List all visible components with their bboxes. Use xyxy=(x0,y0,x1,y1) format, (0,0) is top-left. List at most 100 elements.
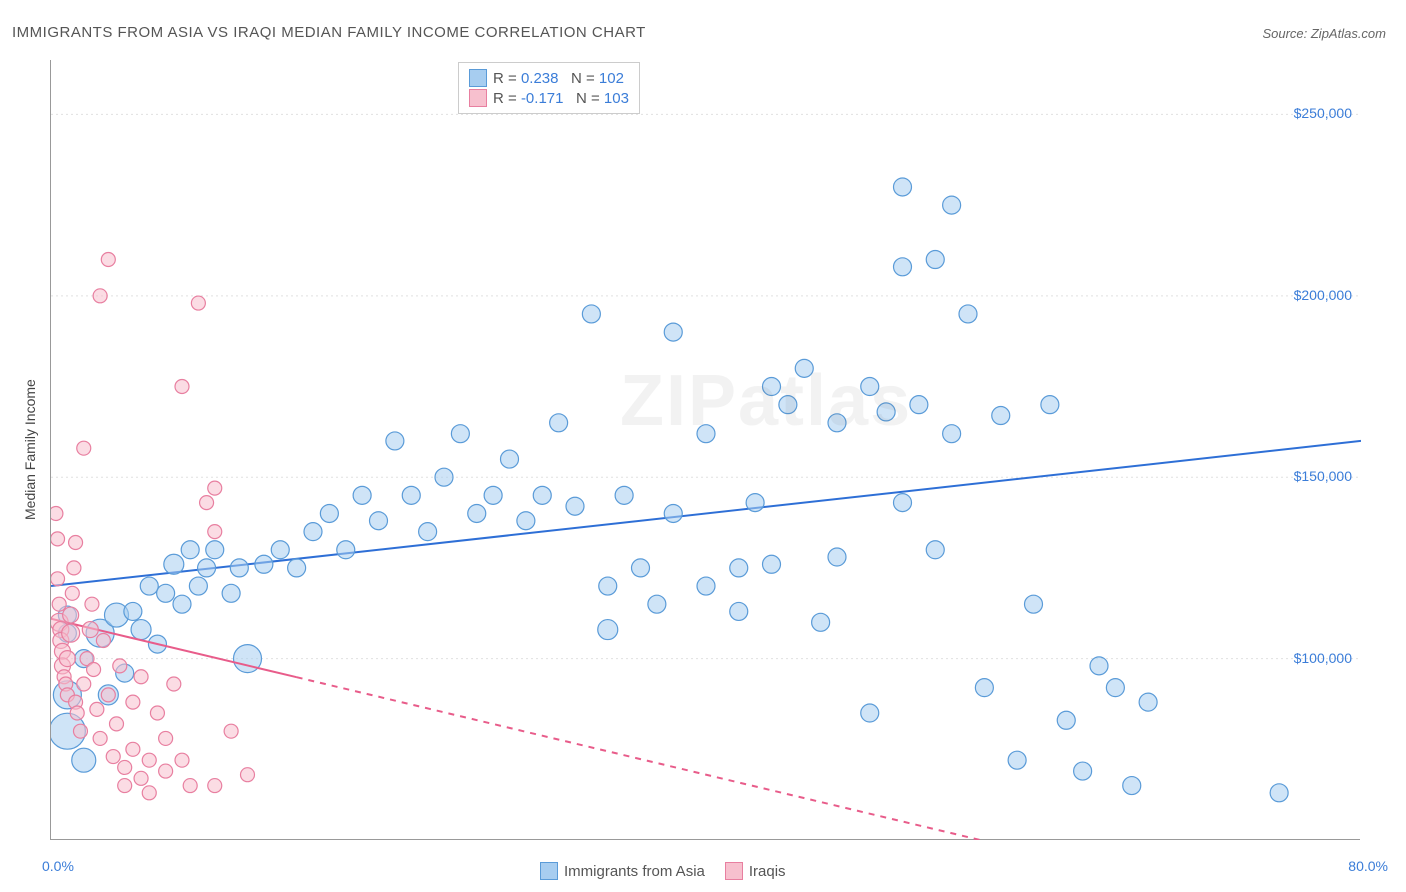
data-point xyxy=(101,253,115,267)
data-point xyxy=(164,554,184,574)
legend-swatch xyxy=(469,69,487,87)
y-tick-label: $150,000 xyxy=(1294,468,1352,484)
data-point xyxy=(224,724,238,738)
data-point xyxy=(959,305,977,323)
legend-text: R = 0.238 N = 102 xyxy=(493,70,624,87)
data-point xyxy=(910,396,928,414)
y-tick-label: $200,000 xyxy=(1294,287,1352,303)
data-point xyxy=(320,504,338,522)
data-point xyxy=(730,602,748,620)
data-point xyxy=(370,512,388,530)
legend-swatch xyxy=(540,862,558,880)
watermark: ZIPatlas xyxy=(620,360,912,442)
data-point xyxy=(142,753,156,767)
data-point xyxy=(484,486,502,504)
data-point xyxy=(746,494,764,512)
data-point xyxy=(598,620,618,640)
data-point xyxy=(241,768,255,782)
plot-area: $100,000$150,000$200,000$250,000 xyxy=(50,60,1360,840)
data-point xyxy=(230,559,248,577)
data-point xyxy=(206,541,224,559)
data-point xyxy=(82,622,98,638)
data-point xyxy=(65,586,79,600)
data-point xyxy=(159,731,173,745)
data-point xyxy=(730,559,748,577)
data-point xyxy=(1139,693,1157,711)
data-point xyxy=(1008,751,1026,769)
data-point xyxy=(118,760,132,774)
data-point xyxy=(566,497,584,515)
data-point xyxy=(175,380,189,394)
data-point xyxy=(96,633,110,647)
data-point xyxy=(181,541,199,559)
data-point xyxy=(468,504,486,522)
data-point xyxy=(208,481,222,495)
data-point xyxy=(1123,777,1141,795)
data-point xyxy=(63,607,79,623)
data-point xyxy=(150,706,164,720)
data-point xyxy=(501,450,519,468)
legend-correlation-box: R = 0.238 N = 102 R = -0.171 N = 103 xyxy=(458,62,640,114)
data-point xyxy=(183,779,197,793)
data-point xyxy=(77,677,91,691)
data-point xyxy=(451,425,469,443)
data-point xyxy=(191,296,205,310)
data-point xyxy=(255,555,273,573)
data-point xyxy=(59,651,75,667)
data-point xyxy=(828,548,846,566)
data-point xyxy=(435,468,453,486)
data-point xyxy=(175,753,189,767)
data-point xyxy=(173,595,191,613)
source-credit: Source: ZipAtlas.com xyxy=(1262,26,1386,41)
data-point xyxy=(533,486,551,504)
data-point xyxy=(134,771,148,785)
data-point xyxy=(77,441,91,455)
legend-series-item: Iraqis xyxy=(725,862,786,880)
data-point xyxy=(697,577,715,595)
data-point xyxy=(812,613,830,631)
data-point xyxy=(1041,396,1059,414)
data-point xyxy=(926,251,944,269)
data-point xyxy=(1057,711,1075,729)
data-point xyxy=(1090,657,1108,675)
chart-title: IMMIGRANTS FROM ASIA VS IRAQI MEDIAN FAM… xyxy=(12,24,646,41)
data-point xyxy=(51,506,63,520)
data-point xyxy=(419,523,437,541)
data-point xyxy=(975,679,993,697)
data-point xyxy=(664,504,682,522)
data-point xyxy=(632,559,650,577)
legend-swatch xyxy=(725,862,743,880)
data-point xyxy=(943,196,961,214)
data-point xyxy=(517,512,535,530)
data-point xyxy=(93,731,107,745)
y-tick-label: $250,000 xyxy=(1294,105,1352,121)
data-point xyxy=(93,289,107,303)
data-point xyxy=(1074,762,1092,780)
legend-series-item: Immigrants from Asia xyxy=(540,862,705,880)
data-point xyxy=(943,425,961,443)
data-point xyxy=(222,584,240,602)
data-point xyxy=(615,486,633,504)
data-point xyxy=(1270,784,1288,802)
data-point xyxy=(992,407,1010,425)
data-point xyxy=(101,688,115,702)
chart-container: IMMIGRANTS FROM ASIA VS IRAQI MEDIAN FAM… xyxy=(0,0,1406,892)
legend-row: R = 0.238 N = 102 xyxy=(469,69,629,87)
data-point xyxy=(87,662,101,676)
data-point xyxy=(62,624,80,642)
data-point xyxy=(582,305,600,323)
data-point xyxy=(648,595,666,613)
legend-text: R = -0.171 N = 103 xyxy=(493,90,629,107)
data-point xyxy=(167,677,181,691)
legend-series: Immigrants from Asia Iraqis xyxy=(540,862,786,880)
data-point xyxy=(106,750,120,764)
data-point xyxy=(304,523,322,541)
data-point xyxy=(1025,595,1043,613)
data-point xyxy=(861,704,879,722)
data-point xyxy=(51,572,65,586)
data-point xyxy=(126,695,140,709)
source-name: ZipAtlas.com xyxy=(1311,26,1386,41)
data-point xyxy=(1106,679,1124,697)
data-point xyxy=(134,670,148,684)
data-point xyxy=(599,577,617,595)
